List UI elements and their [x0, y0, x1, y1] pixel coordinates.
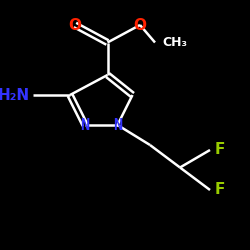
Text: N: N: [113, 118, 122, 132]
Text: H₂N: H₂N: [0, 88, 30, 102]
Text: F: F: [215, 142, 226, 158]
Text: CH₃: CH₃: [162, 36, 188, 49]
Text: N: N: [80, 118, 90, 132]
Text: O: O: [68, 18, 82, 32]
Text: O: O: [134, 18, 146, 32]
Text: F: F: [215, 182, 226, 198]
